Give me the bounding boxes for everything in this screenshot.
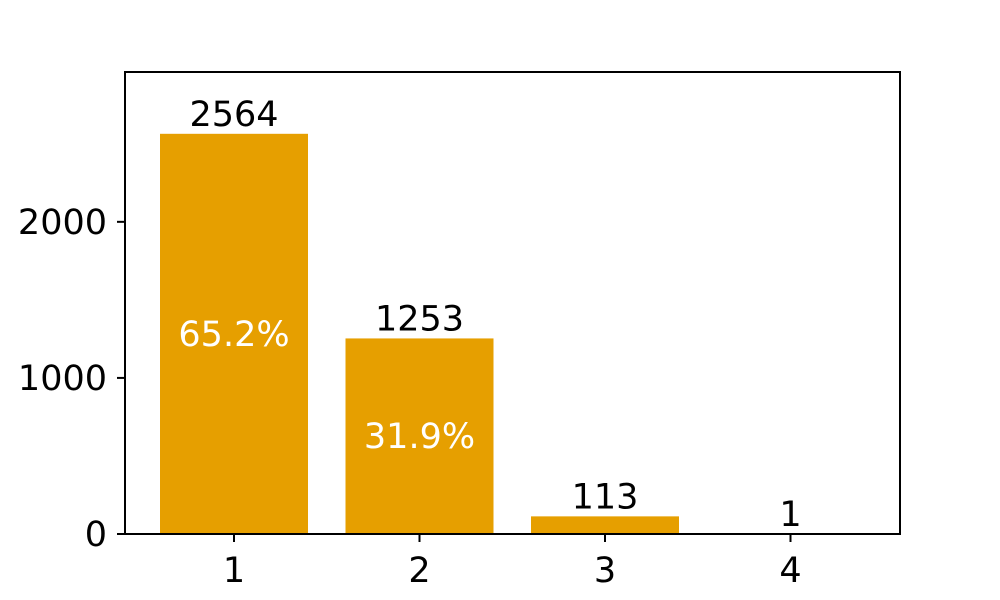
x-tick-label-2: 2 [408, 551, 430, 591]
x-tick-label-4: 4 [779, 551, 801, 591]
bars-layer [160, 133, 865, 534]
bar-1 [160, 133, 308, 534]
percent-label-1: 65.2% [178, 315, 289, 355]
y-tick-label-0: 0 [85, 515, 107, 555]
plot-frame [124, 71, 901, 535]
bar-2 [345, 338, 494, 534]
value-label-1: 2564 [189, 95, 278, 135]
value-label-2: 1253 [375, 299, 464, 339]
value-label-3: 113 [572, 477, 639, 517]
bar-3 [531, 516, 679, 534]
value-label-4: 1 [779, 495, 801, 535]
labels-layer: 2564 65.2% 1253 31.9% 113 1 [178, 95, 801, 535]
x-tick-label-1: 1 [223, 551, 245, 591]
percent-label-2: 31.9% [364, 417, 475, 457]
x-tick-label-3: 3 [594, 551, 616, 591]
y-tick-label-1000: 1000 [18, 359, 107, 399]
axes-layer: 1 2 3 4 0 1000 2000 [18, 203, 802, 591]
y-tick-label-2000: 2000 [18, 203, 107, 243]
